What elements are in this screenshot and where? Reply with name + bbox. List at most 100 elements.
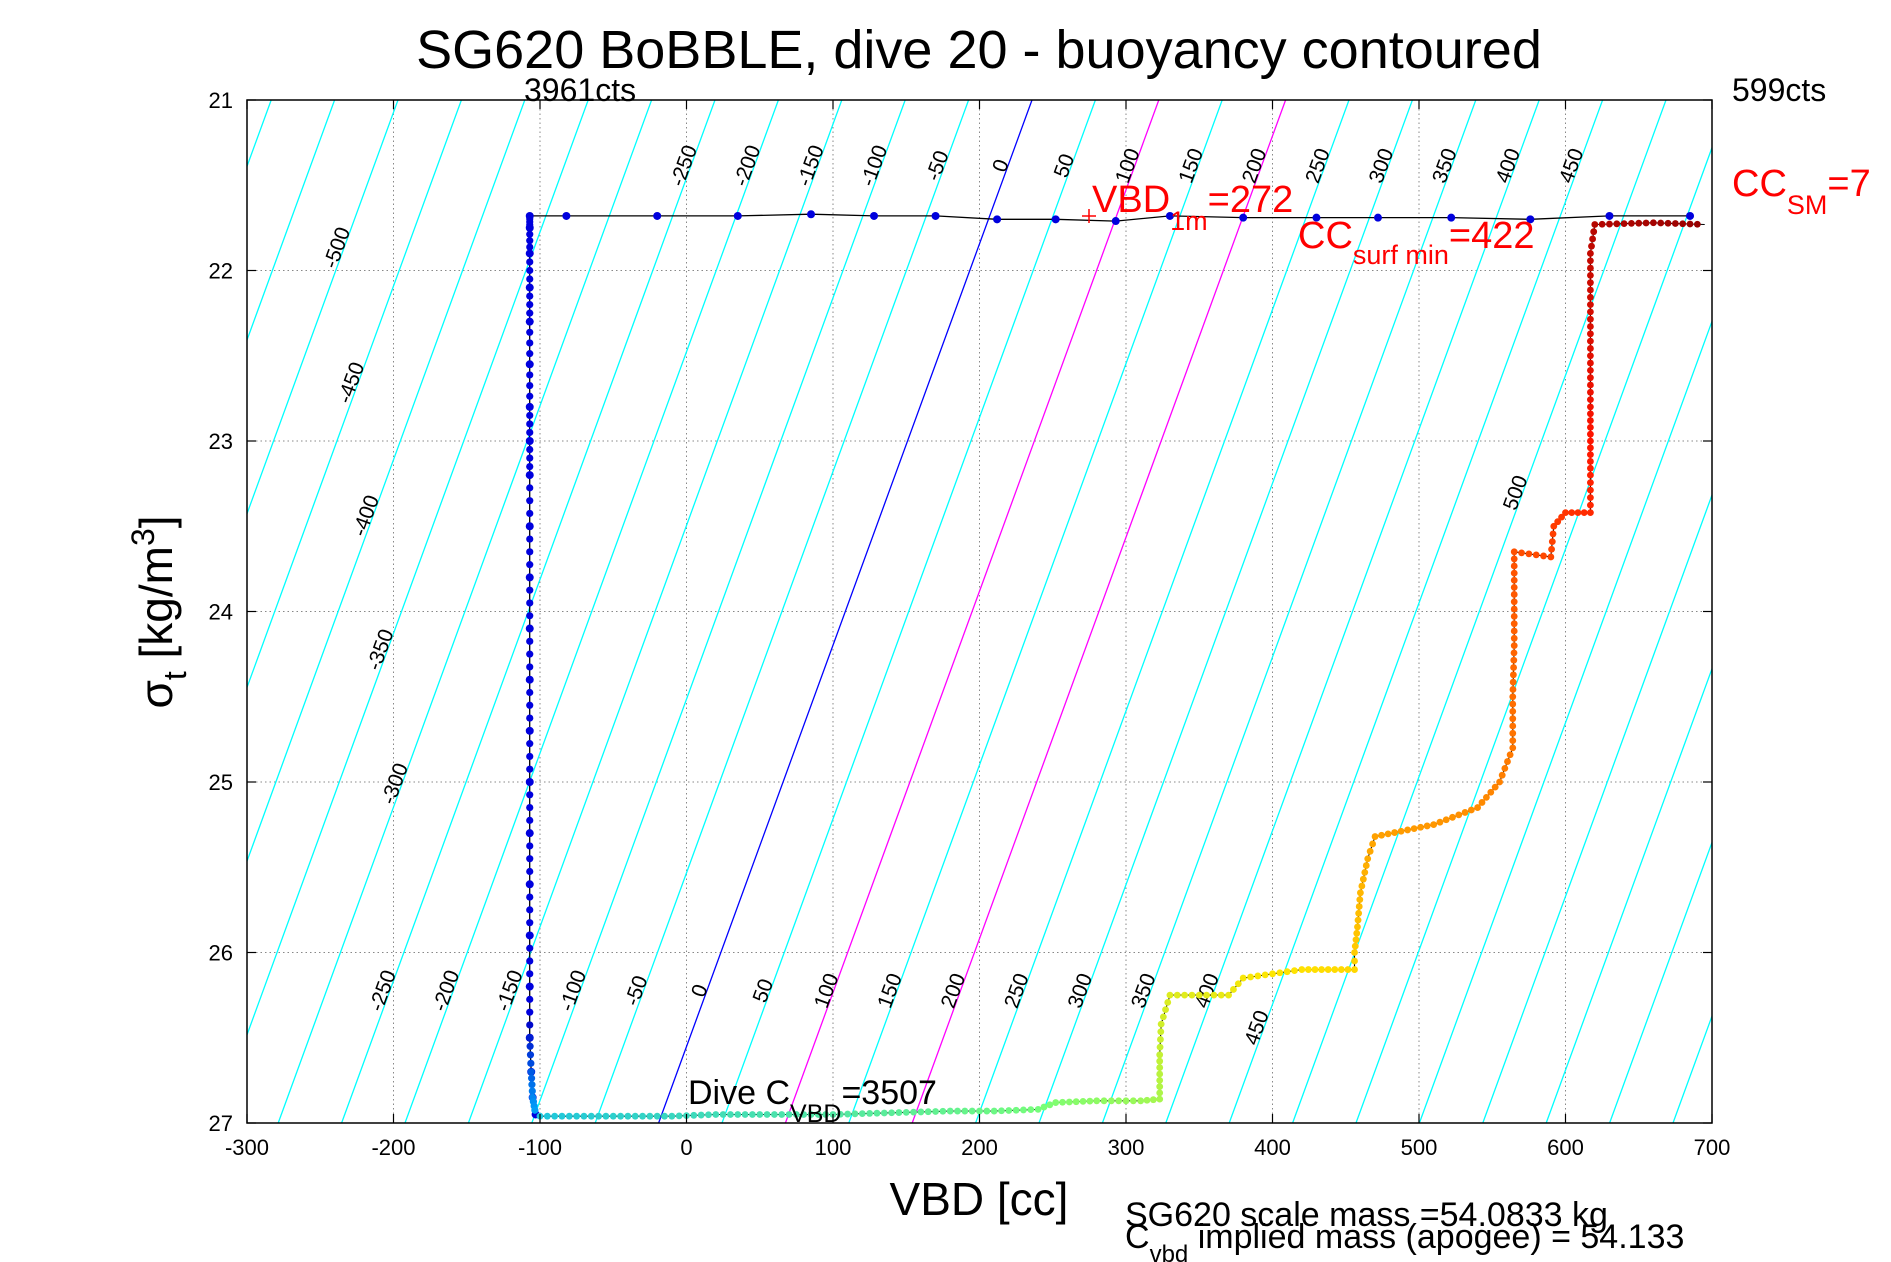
cc-sm-sub: SM <box>1787 190 1828 220</box>
data-point <box>526 855 534 863</box>
data-point <box>902 1108 910 1116</box>
data-point <box>526 437 534 445</box>
data-point <box>1230 986 1237 993</box>
data-point <box>792 1111 800 1118</box>
data-point <box>1510 576 1518 584</box>
contour-line <box>467 100 843 1123</box>
footer-cvbd-sub: vbd <box>1150 1241 1189 1262</box>
data-point <box>870 211 879 220</box>
data-point <box>1509 737 1517 744</box>
data-point <box>526 1051 535 1059</box>
contour-line <box>1608 840 1712 1123</box>
data-point <box>1562 509 1569 517</box>
contour-line <box>721 100 1097 1123</box>
data-point <box>531 1106 539 1114</box>
data-point <box>822 1111 830 1118</box>
data-point <box>526 428 534 437</box>
data-point <box>526 919 534 927</box>
chart-title: SG620 BoBBLE, dive 20 - buoyancy contour… <box>416 20 1542 80</box>
data-point <box>1686 211 1695 220</box>
data-point <box>1324 966 1332 973</box>
data-point <box>1510 649 1518 657</box>
data-point <box>1225 991 1232 999</box>
dive-cvbd-annotation: Dive CVBD=3507 <box>688 1074 937 1128</box>
data-point <box>526 266 534 275</box>
x-tick-label: -200 <box>371 1135 415 1160</box>
data-point <box>771 1111 778 1118</box>
data-point <box>1364 855 1372 863</box>
data-point <box>526 360 534 368</box>
data-point <box>1635 219 1643 227</box>
data-point <box>1337 966 1345 973</box>
data-point <box>1518 549 1525 557</box>
data-point <box>1137 1097 1145 1105</box>
contour-line <box>247 100 526 863</box>
y-tick-label: 23 <box>209 429 233 454</box>
data-point <box>1304 966 1312 973</box>
data-point <box>836 1110 844 1118</box>
data-point <box>910 1108 917 1116</box>
data-point <box>1166 991 1174 999</box>
data-point <box>866 1110 874 1117</box>
data-point <box>526 561 534 569</box>
contour-label: -250 <box>365 967 401 1014</box>
data-point <box>1455 811 1463 819</box>
data-point <box>1587 366 1594 374</box>
contour-label: 250 <box>1301 145 1335 186</box>
data-point <box>1357 889 1364 897</box>
data-point <box>526 411 534 420</box>
surface-line <box>529 213 1690 222</box>
x-tick-label: 300 <box>1108 1135 1145 1160</box>
y-label-sup: 3 <box>125 528 161 546</box>
vbd-1m-main: VBD <box>1092 179 1170 221</box>
contour-label: -300 <box>377 760 413 807</box>
contour-line <box>0 100 144 1123</box>
data-point <box>526 445 534 454</box>
data-point <box>998 1107 1005 1115</box>
data-point <box>1587 396 1594 403</box>
data-point <box>807 1111 815 1118</box>
data-point <box>526 224 534 232</box>
data-point <box>1291 967 1298 975</box>
data-point <box>1352 936 1360 944</box>
data-point <box>719 1111 727 1118</box>
data-point <box>1587 315 1594 323</box>
data-point <box>1354 916 1362 924</box>
data-point <box>1143 1096 1151 1104</box>
data-point <box>954 1107 961 1115</box>
data-point <box>697 1111 705 1119</box>
contour-line <box>1228 100 1604 1123</box>
data-point <box>526 535 534 543</box>
contour-label: 200 <box>937 970 971 1011</box>
contour-label: 150 <box>873 970 907 1011</box>
contour-label: 400 <box>1190 970 1224 1011</box>
contour-label: -400 <box>348 492 384 539</box>
data-point <box>880 1109 888 1117</box>
data-point <box>1373 213 1382 222</box>
data-point <box>528 1081 536 1089</box>
contour-line <box>1482 493 1712 1123</box>
cc-surf-min-sub: surf min <box>1353 240 1449 270</box>
contour-line <box>247 100 589 1037</box>
data-point <box>1510 664 1517 671</box>
data-point <box>1587 250 1594 257</box>
data-point <box>1587 388 1594 396</box>
data-point <box>1587 417 1594 424</box>
data-point <box>526 283 534 292</box>
y-label-main: σ <box>130 680 182 708</box>
x-tick-label: -100 <box>518 1135 562 1160</box>
data-point <box>609 1112 617 1120</box>
data-point <box>1366 847 1374 855</box>
data-point <box>1351 957 1358 965</box>
data-point <box>1509 686 1517 693</box>
data-point <box>1482 793 1490 801</box>
data-point <box>526 471 534 479</box>
data-point <box>526 676 534 684</box>
vbd-1m-annotation: VBD1m=272 <box>1092 179 1293 236</box>
data-point <box>1587 501 1594 509</box>
data-point <box>1501 764 1509 772</box>
data-point <box>1474 804 1481 811</box>
data-point <box>1598 220 1606 228</box>
contour-line <box>974 100 1350 1123</box>
data-point <box>639 1112 646 1120</box>
